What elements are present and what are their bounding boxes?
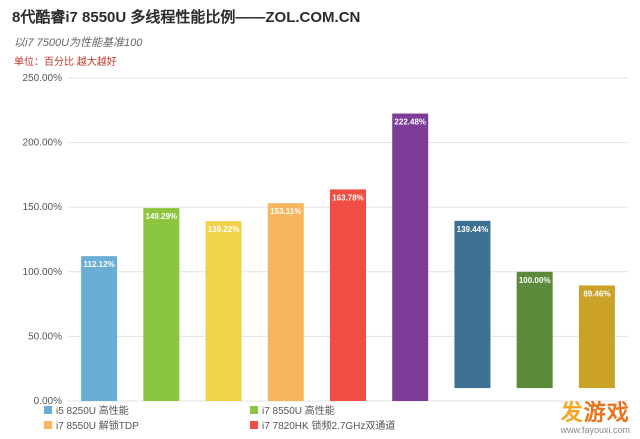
data-label: 89.46% [583,289,610,298]
y-tick-label: 50.00% [28,331,62,342]
watermark-char: 发 [560,400,584,425]
legend-swatch [44,406,52,414]
bar [578,285,615,389]
data-label: 153.11% [270,207,301,216]
watermark-text: 游戏 [583,400,630,425]
unit-note: 单位：百分比 越大越好 [14,57,117,68]
y-tick-label: 150.00% [23,202,63,213]
bar [143,208,180,401]
y-tick-label: 0.00% [34,396,62,407]
legend-label: i7 7820HK 锁频2.7GHz双通道 [262,419,395,432]
legend-label: i7 8550U 解锁TDP [56,419,139,432]
legend-swatch [250,406,258,414]
data-label: 222.48% [394,118,426,127]
bar [81,256,118,401]
chart-title: 8代酷睿i7 8550U 多线程性能比例——ZOL.COM.CN [12,9,361,26]
data-label: 163.78% [332,193,364,202]
chart-subtitle: 以i7 7500U为性能基准100 [14,37,143,49]
legend-swatch [44,421,52,429]
y-tick-label: 200.00% [23,138,63,149]
watermark-url: www.fayouxi.com [560,425,630,435]
data-label: 149.29% [146,212,178,221]
bar [392,113,429,401]
bar [516,271,553,389]
y-tick-label: 250.00% [23,73,63,84]
watermark-logo: 发游戏 www.fayouxi.com [560,402,630,435]
data-label: 100.00% [519,276,551,285]
bar [205,221,242,401]
data-label: 139.44% [457,225,489,234]
bar [267,203,304,401]
bar [330,189,366,401]
y-tick-label: 100.00% [23,267,63,278]
data-label: 112.12% [84,260,115,269]
legend-label: i5 8250U 高性能 [56,404,129,417]
legend-label: i7 8550U 高性能 [262,404,335,417]
legend-swatch [250,421,258,429]
data-label: 139.22% [208,225,240,234]
bar [454,220,491,389]
